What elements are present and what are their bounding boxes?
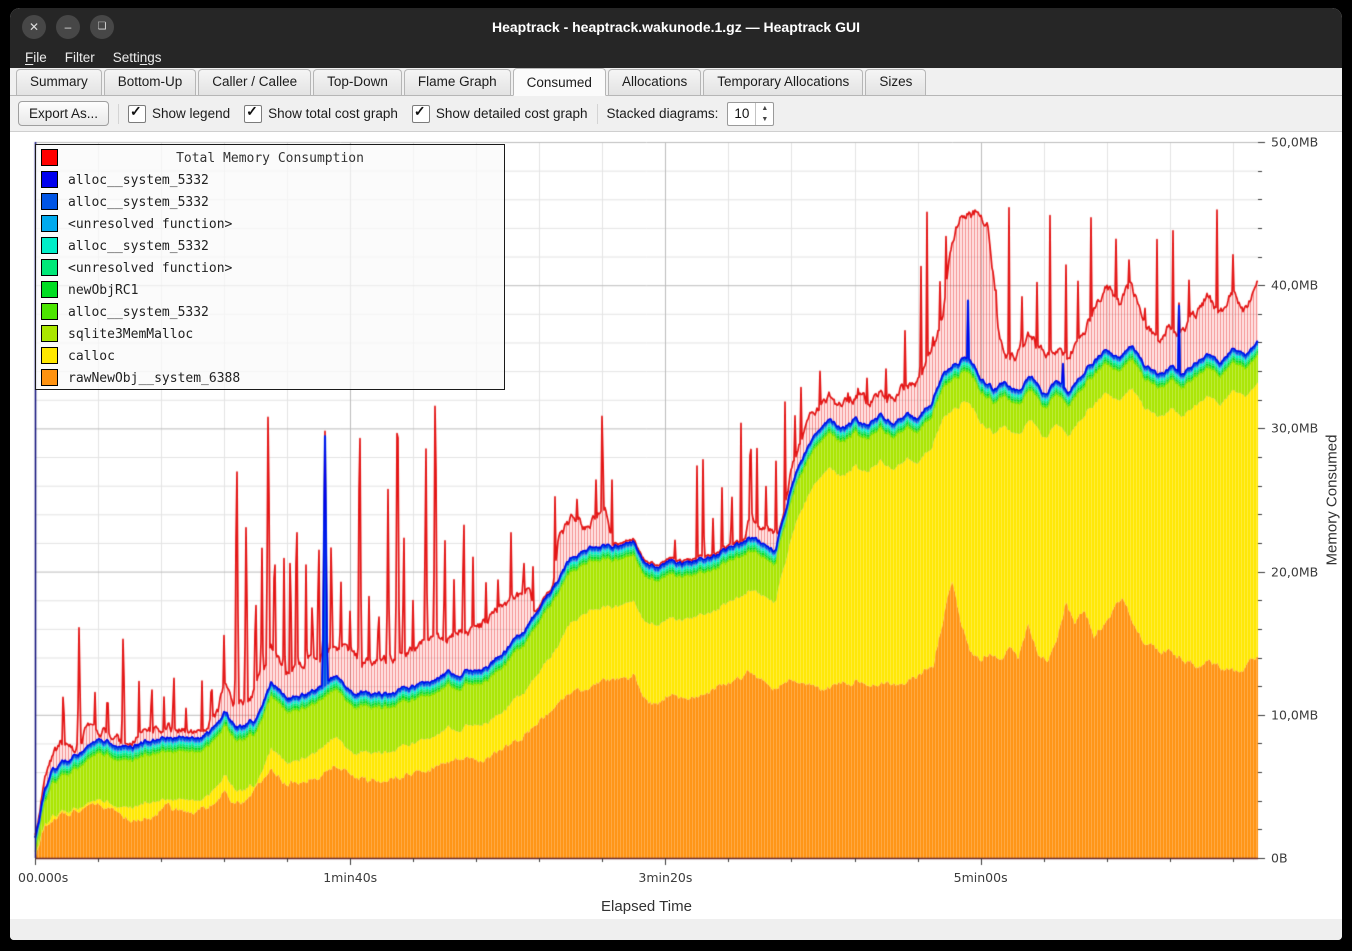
tab-consumed[interactable]: Consumed — [512, 68, 606, 96]
legend-item: alloc__system_5332 — [36, 191, 504, 213]
legend-item: sqlite3MemMalloc — [36, 323, 504, 345]
tab-allocations[interactable]: Allocations — [607, 69, 702, 95]
y-tick-label: 40,0MB — [1271, 277, 1319, 293]
legend-swatch — [41, 369, 58, 386]
menu-item-settings[interactable]: Settings — [112, 49, 162, 65]
legend-item: <unresolved function> — [36, 257, 504, 279]
x-tick-label: 00.000s — [18, 870, 69, 885]
legend-title-row: Total Memory Consumption — [36, 147, 504, 169]
toolbar-separator — [118, 103, 120, 124]
legend-label: <unresolved function> — [68, 216, 233, 232]
x-axis-title: Elapsed Time — [601, 898, 692, 915]
stacked-diagrams-label: Stacked diagrams: — [606, 106, 719, 121]
checkbox-box[interactable]: ✓ — [128, 103, 147, 123]
legend-item: calloc — [36, 345, 504, 367]
x-tick-label: 1min40s — [323, 870, 378, 885]
tab-sizes[interactable]: Sizes — [865, 69, 927, 95]
menu-item-filter[interactable]: Filter — [64, 49, 95, 65]
checkbox-show-total-cost-graph[interactable]: ✓ Show total cost graph — [244, 103, 398, 123]
title-bar: ✕ – ❏ Heaptrack - heaptrack.wakunode.1.g… — [10, 8, 1342, 46]
legend-label: alloc__system_5332 — [68, 304, 209, 320]
legend-swatch — [41, 325, 58, 342]
checkbox-show-detailed-cost-graph[interactable]: ✓ Show detailed cost graph — [411, 103, 588, 123]
spin-up-icon[interactable]: ▲ — [761, 104, 769, 112]
legend-label: <unresolved function> — [68, 260, 233, 276]
legend-swatch — [41, 171, 58, 188]
y-tick-label: 20,0MB — [1271, 564, 1319, 580]
legend-swatch — [41, 237, 58, 254]
x-tick-label: 5min00s — [953, 870, 1008, 885]
checkbox-box[interactable]: ✓ — [411, 103, 430, 123]
tab-caller-callee[interactable]: Caller / Callee — [198, 69, 312, 95]
legend-swatch — [41, 149, 58, 166]
window-title: Heaptrack - heaptrack.wakunode.1.gz — He… — [491, 19, 860, 35]
legend-item: newObjRC1 — [36, 279, 504, 301]
legend-label: alloc__system_5332 — [68, 238, 209, 254]
y-tick-label: 10,0MB — [1271, 707, 1319, 723]
legend-swatch — [41, 281, 58, 298]
menu-bar: File Filter Settings — [10, 46, 1342, 68]
legend-swatch — [41, 193, 58, 210]
tab-top-down[interactable]: Top-Down — [313, 69, 402, 95]
spin-down-icon[interactable]: ▼ — [761, 115, 769, 123]
checkbox-label: Show detailed cost graph — [435, 106, 588, 121]
legend-item: alloc__system_5332 — [36, 301, 504, 323]
window-bottom-margin — [10, 919, 1342, 940]
legend-swatch — [41, 303, 58, 320]
y-tick-label: 30,0MB — [1271, 420, 1319, 436]
y-tick-label: 0B — [1271, 850, 1288, 866]
window-controls: ✕ – ❏ — [22, 15, 114, 39]
menu-item-file[interactable]: File — [25, 49, 47, 65]
chart-panel: Total Memory Consumption alloc__system_53… — [10, 131, 1342, 920]
legend-item: <unresolved function> — [36, 213, 504, 235]
app-window: ✕ – ❏ Heaptrack - heaptrack.wakunode.1.g… — [10, 8, 1342, 940]
minimize-icon[interactable]: – — [56, 15, 80, 39]
legend-item: alloc__system_5332 — [36, 235, 504, 257]
checkbox-box[interactable]: ✓ — [244, 103, 263, 123]
checkbox-label: Show total cost graph — [268, 106, 398, 121]
checkbox-show-legend[interactable]: ✓ Show legend — [128, 103, 231, 123]
y-axis-title: Memory Consumed — [1323, 434, 1341, 566]
tab-summary[interactable]: Summary — [16, 69, 102, 95]
legend-label: sqlite3MemMalloc — [68, 326, 194, 342]
legend-swatch — [41, 215, 58, 232]
stacked-diagrams-value[interactable]: 10 — [734, 105, 750, 121]
legend-item: alloc__system_5332 — [36, 169, 504, 191]
legend-label: alloc__system_5332 — [68, 194, 209, 210]
chart-legend: Total Memory Consumption alloc__system_53… — [35, 144, 505, 390]
tab-bottom-up[interactable]: Bottom-Up — [103, 69, 197, 95]
stacked-diagrams-spinbox[interactable]: 10 ▲ ▼ — [727, 101, 775, 126]
maximize-icon[interactable]: ❏ — [90, 15, 114, 39]
legend-label: newObjRC1 — [68, 282, 139, 298]
toolbar: Export As... ✓ Show legend ✓ Show total cos… — [10, 96, 1342, 131]
legend-label: alloc__system_5332 — [68, 172, 209, 188]
export-as-button[interactable]: Export As... — [18, 101, 110, 126]
tab-bar: Summary Bottom-Up Caller / Callee Top-Down F… — [10, 68, 1342, 96]
checkbox-label: Show legend — [152, 106, 231, 121]
legend-label: rawNewObj__system_6388 — [68, 370, 241, 386]
x-tick-label: 3min20s — [638, 870, 693, 885]
legend-swatch — [41, 259, 58, 276]
legend-item: rawNewObj__system_6388 — [36, 367, 504, 389]
tab-flame-graph[interactable]: Flame Graph — [403, 69, 511, 95]
legend-swatch — [41, 347, 58, 364]
y-tick-label: 50,0MB — [1271, 134, 1319, 150]
legend-label: calloc — [68, 348, 115, 364]
tab-temporary-allocations[interactable]: Temporary Allocations — [703, 69, 864, 95]
legend-title: Total Memory Consumption — [176, 150, 364, 166]
toolbar-separator — [596, 103, 598, 124]
close-icon[interactable]: ✕ — [22, 15, 46, 39]
